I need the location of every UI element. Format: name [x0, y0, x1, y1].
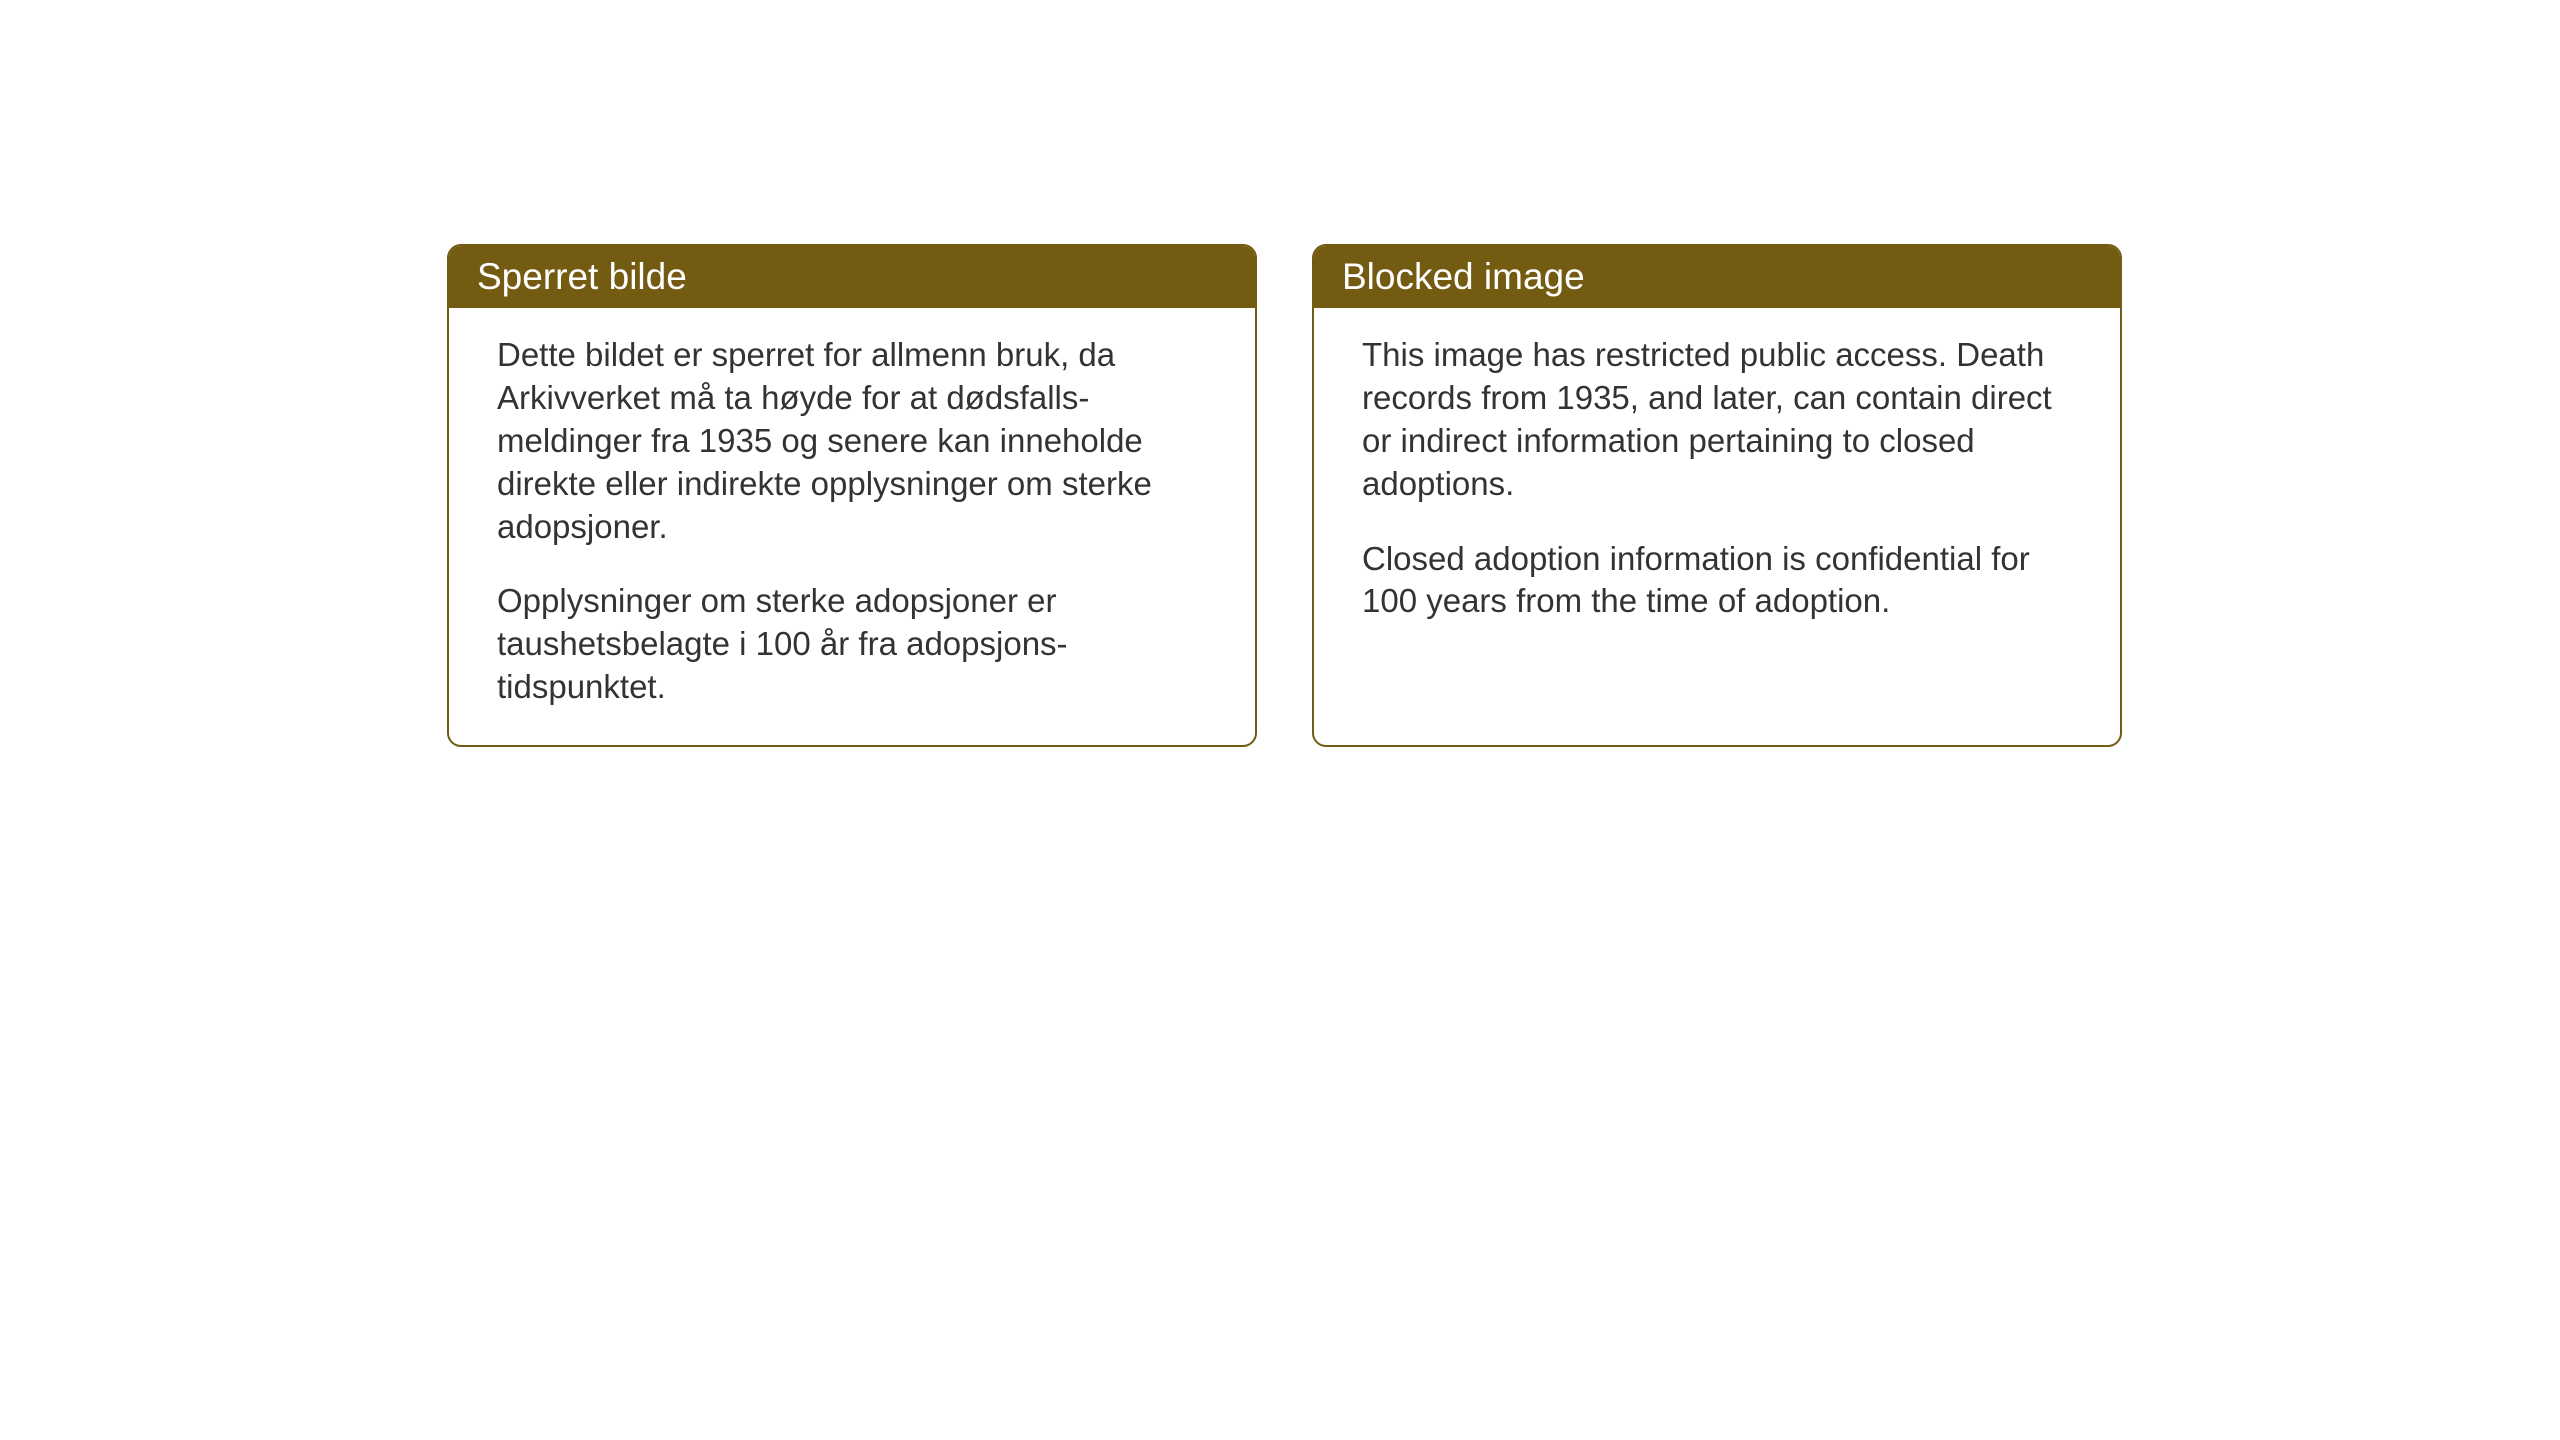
norwegian-paragraph-2: Opplysninger om sterke adopsjoner er tau… — [497, 580, 1207, 709]
norwegian-card-title: Sperret bilde — [449, 246, 1255, 308]
notice-cards-container: Sperret bilde Dette bildet er sperret fo… — [447, 244, 2122, 747]
english-paragraph-2: Closed adoption information is confident… — [1362, 538, 2072, 624]
norwegian-paragraph-1: Dette bildet er sperret for allmenn bruk… — [497, 334, 1207, 548]
english-paragraph-1: This image has restricted public access.… — [1362, 334, 2072, 506]
english-card-title: Blocked image — [1314, 246, 2120, 308]
english-notice-card: Blocked image This image has restricted … — [1312, 244, 2122, 747]
english-card-body: This image has restricted public access.… — [1314, 308, 2120, 659]
norwegian-notice-card: Sperret bilde Dette bildet er sperret fo… — [447, 244, 1257, 747]
norwegian-card-body: Dette bildet er sperret for allmenn bruk… — [449, 308, 1255, 745]
